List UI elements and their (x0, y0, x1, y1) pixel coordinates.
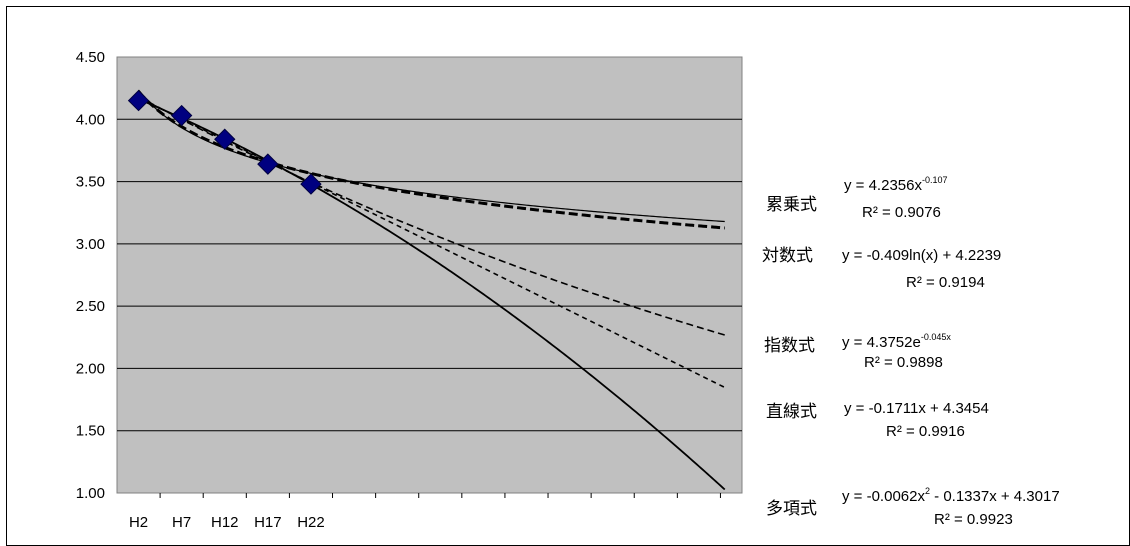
exp-trend-equation: y = 4.3752e-0.045x (842, 332, 951, 351)
power-trend-r2: R² = 0.9076 (862, 204, 941, 221)
trend-chart: 4.50 4.00 3.50 3.00 2.50 2.00 1.50 1.00 H2 H7 H12… (76, 49, 743, 531)
x-tick-label: H2 (129, 514, 148, 531)
log-trend-equation: y = -0.409ln(x) + 4.2239 (842, 247, 1002, 264)
data-point-marker (257, 153, 279, 175)
y-tick-label: 4.00 (76, 111, 105, 128)
y-tick-label: 1.00 (76, 485, 105, 502)
linear-trend-equation: y = -0.1711x + 4.3454 (844, 400, 989, 417)
data-point-marker (170, 104, 193, 127)
data-point-marker (127, 89, 150, 112)
exp-trend-equation-exponent: -0.045x (920, 332, 951, 342)
poly-trend-equation-base: y = -0.0062x (842, 488, 925, 505)
poly-trend-equation-exponent: 2 (924, 486, 930, 496)
exp-trend-r2: R² = 0.9898 (864, 354, 943, 371)
data-point-marker (214, 128, 236, 150)
y-tick-label: 4.50 (76, 49, 105, 66)
poly2-trendline (138, 98, 726, 491)
exp-trend-equation-base: y = 4.3752e (842, 334, 921, 351)
log-trend-name: 対数式 (762, 246, 813, 266)
power-trend-equation-exponent: -0.107 (921, 175, 948, 185)
y-tick-label: 2.50 (76, 298, 105, 315)
log-trend-r2: R² = 0.9194 (906, 274, 985, 291)
poly-trend-equation-rest: - 0.1337x + 4.3017 (929, 488, 1060, 505)
linear-trend-name: 直線式 (766, 402, 817, 422)
linear-trend-r2: R² = 0.9916 (886, 423, 965, 440)
x-tick-label: H22 (297, 514, 325, 531)
y-tick-label: 1.50 (76, 423, 105, 440)
chart-area: 4.50 4.00 3.50 3.00 2.50 2.00 1.50 1.00 H2 H7 H12… (6, 6, 1130, 546)
x-tick-label: H7 (172, 514, 191, 531)
power-trend-equation-base: y = 4.2356x (844, 177, 922, 194)
y-tick-label: 3.50 (76, 174, 105, 191)
power-trendline (138, 89, 725, 223)
poly-trend-r2: R² = 0.9923 (934, 511, 1013, 528)
poly-trend-equation: y = -0.0062x2 - 0.1337x + 4.3017 (842, 486, 1060, 505)
exp-trendline (138, 95, 725, 336)
power-trend-name: 累乗式 (766, 195, 817, 215)
x-tick-label: H17 (254, 514, 282, 531)
poly-trend-name: 多項式 (766, 499, 817, 519)
x-tick-label: H12 (211, 514, 239, 531)
exp-trend-name: 指数式 (764, 336, 815, 356)
y-tick-label: 2.00 (76, 360, 105, 377)
y-tick-label: 3.00 (76, 236, 105, 253)
power-trend-equation: y = 4.2356x-0.107 (844, 175, 948, 194)
plot-background (116, 56, 743, 494)
data-point-marker (300, 173, 322, 195)
log-trendline (137, 90, 725, 230)
linear-trendline (138, 96, 726, 389)
